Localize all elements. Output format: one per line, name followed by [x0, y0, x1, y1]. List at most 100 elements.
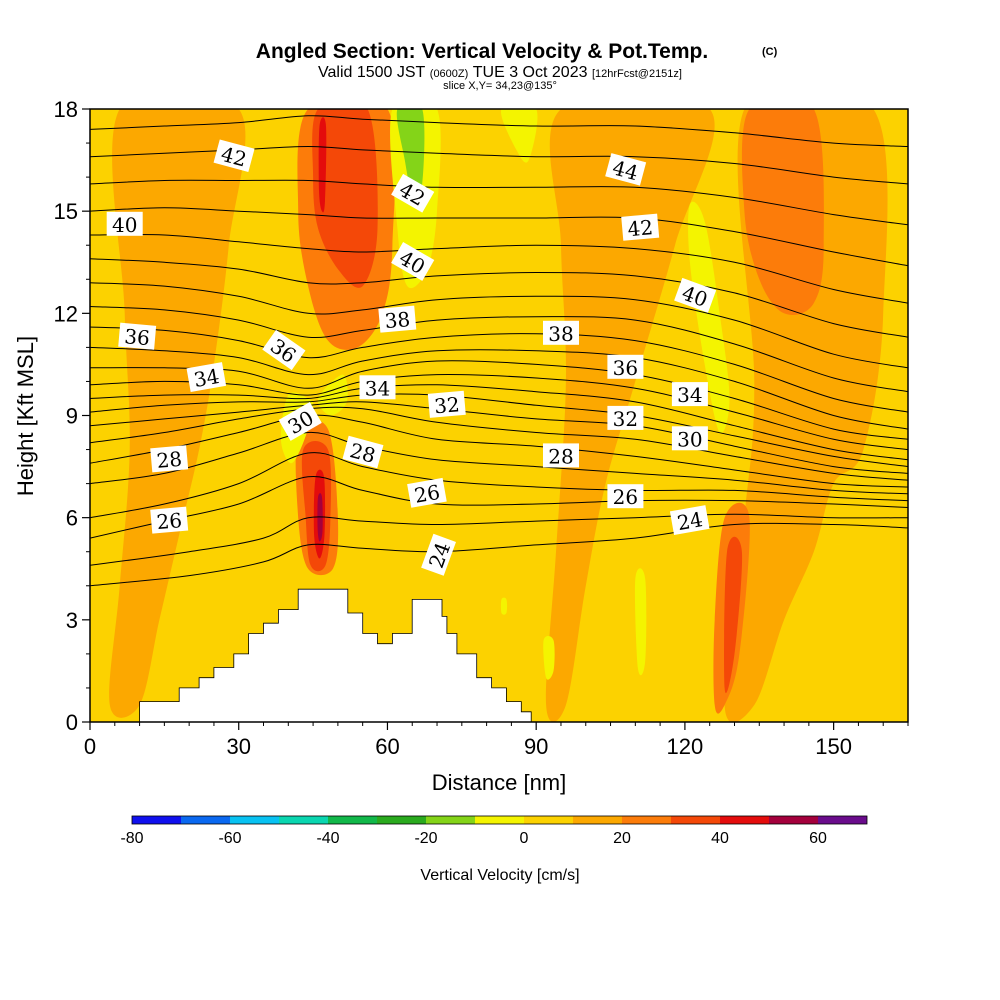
- contour-label: 34: [186, 362, 227, 392]
- contour-label: 24: [669, 505, 710, 535]
- velocity-region: [501, 109, 538, 163]
- svg-text:28: 28: [156, 447, 183, 473]
- chart-subtitle: Valid 1500 JST (0600Z) TUE 3 Oct 2023 [1…: [318, 64, 682, 81]
- svg-text:36: 36: [613, 356, 638, 380]
- theta-contour: [90, 326, 908, 413]
- theta-contour: [90, 384, 908, 461]
- svg-text:34: 34: [365, 376, 390, 400]
- theta-contour: [90, 513, 908, 566]
- colorbar-swatch: [279, 816, 328, 824]
- colorbar-tick-label: -40: [316, 830, 339, 847]
- velocity-region: [688, 201, 730, 434]
- x-tick-label: 60: [375, 734, 399, 759]
- forecast-info: [12hrFcst@2151z]: [592, 68, 682, 80]
- svg-text:26: 26: [613, 485, 638, 509]
- contour-label: 28: [543, 443, 579, 468]
- colorbar-swatch: [818, 816, 867, 824]
- velocity-region: [634, 568, 647, 676]
- svg-text:32: 32: [433, 392, 460, 418]
- svg-text:28: 28: [548, 444, 573, 468]
- colorbar-tick-label: -60: [218, 830, 241, 847]
- terrain-profile: [90, 588, 532, 722]
- y-axis-label: Height [Kft MSL]: [13, 336, 38, 496]
- svg-text:32: 32: [613, 407, 638, 431]
- potential-temperature-contours: [90, 115, 908, 587]
- contour-label: 34: [359, 375, 396, 400]
- theta-contour: [90, 406, 908, 481]
- colorbar-swatch: [328, 816, 377, 824]
- velocity-region: [312, 109, 378, 288]
- x-axis-label: Distance [nm]: [432, 770, 567, 795]
- contour-label: 42: [213, 139, 255, 172]
- y-tick-label: 12: [54, 301, 78, 326]
- valid-date: TUE 3 Oct 2023: [473, 64, 588, 81]
- colorbar-swatch: [132, 816, 181, 824]
- y-tick-label: 0: [66, 710, 78, 735]
- colorbar-swatch: [475, 816, 524, 824]
- contour-label: 26: [407, 477, 447, 508]
- terrain: [90, 588, 532, 722]
- colorbar-tick-label: -80: [120, 830, 143, 847]
- svg-text:34: 34: [677, 383, 702, 407]
- contour-label: 32: [607, 405, 644, 431]
- svg-text:24: 24: [675, 507, 704, 535]
- colorbar-swatch: [524, 816, 573, 824]
- theta-contour: [90, 258, 908, 338]
- velocity-region: [724, 536, 743, 694]
- contour-label: 26: [150, 506, 189, 534]
- x-tick-label: 0: [84, 734, 96, 759]
- chart-title-suffix: (C): [762, 46, 778, 58]
- colorbar-swatch: [720, 816, 769, 824]
- contour-label: 32: [427, 390, 466, 418]
- contour-label: 28: [150, 445, 189, 473]
- velocity-region: [543, 636, 555, 680]
- contour-label: 42: [621, 213, 660, 241]
- x-tick-label: 30: [226, 734, 250, 759]
- colorbar-swatch: [377, 816, 426, 824]
- svg-text:26: 26: [412, 480, 441, 508]
- colorbar-swatch: [573, 816, 622, 824]
- colorbar-tick-label: -20: [414, 830, 437, 847]
- colorbar-swatch: [181, 816, 230, 824]
- colorbar-swatch: [622, 816, 671, 824]
- colorbar-swatch: [671, 816, 720, 824]
- svg-text:42: 42: [627, 215, 654, 241]
- velocity-region: [545, 109, 715, 722]
- valid-time: Valid 1500 JST: [318, 64, 426, 81]
- contour-label: 40: [106, 211, 143, 237]
- svg-text:30: 30: [677, 427, 702, 451]
- theta-contour: [90, 414, 908, 488]
- chart-title: Angled Section: Vertical Velocity & Pot.…: [256, 40, 708, 63]
- y-tick-label: 9: [66, 404, 78, 429]
- y-tick-label: 3: [66, 608, 78, 633]
- x-tick-label: 120: [667, 734, 704, 759]
- x-tick-label: 150: [815, 734, 852, 759]
- velocity-region: [741, 109, 824, 315]
- theta-contour: [90, 306, 908, 393]
- colorbar-tick-label: 20: [613, 830, 631, 847]
- theta-contour: [90, 207, 908, 267]
- velocity-region: [396, 109, 425, 197]
- colorbar-swatch: [426, 816, 475, 824]
- theta-contour: [90, 476, 908, 539]
- svg-text:38: 38: [384, 307, 411, 333]
- contour-label: 38: [378, 305, 417, 333]
- velocity-region: [318, 117, 327, 213]
- contour-label: 26: [607, 484, 644, 509]
- colorbar-label: Vertical Velocity [cm/s]: [420, 867, 579, 884]
- theta-contour: [90, 115, 908, 147]
- x-tick-label: 90: [524, 734, 548, 759]
- y-tick-label: 15: [54, 199, 78, 224]
- theta-contour: [90, 452, 908, 519]
- svg-text:34: 34: [192, 364, 221, 392]
- y-tick-label: 18: [54, 97, 78, 122]
- theta-contour: [90, 234, 908, 304]
- contour-label: 36: [118, 322, 157, 350]
- theta-contour: [90, 522, 908, 587]
- theta-contour: [90, 179, 908, 226]
- contour-label: 34: [671, 382, 708, 407]
- vertical-velocity-field: [109, 109, 888, 722]
